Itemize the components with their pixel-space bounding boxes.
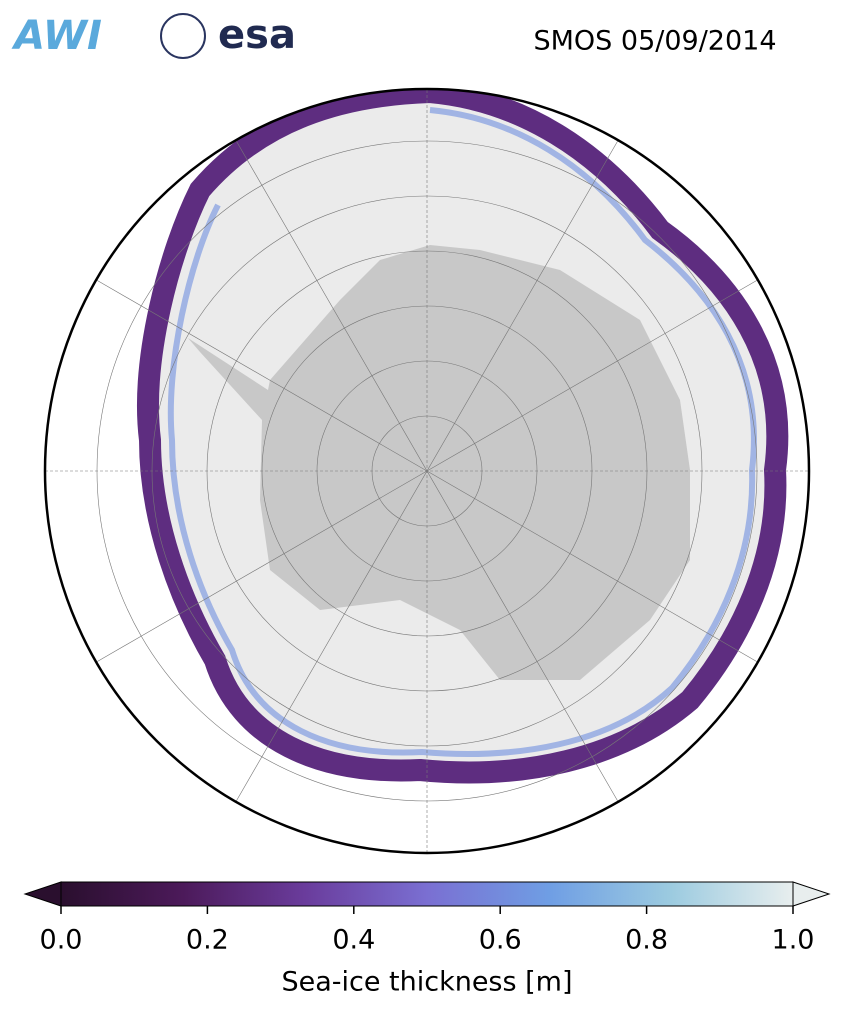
map <box>45 89 809 853</box>
graticule <box>45 89 809 853</box>
colorbar-tick-label: 0.6 <box>479 925 522 956</box>
colorbar-ramp <box>60 881 794 907</box>
colorbar-tick-label: 0.2 <box>186 925 229 956</box>
map-frame <box>43 87 811 855</box>
colorbar <box>23 881 831 914</box>
esa-logo: esa <box>218 12 296 58</box>
colorbar-tick-label: 0.0 <box>40 925 83 956</box>
antarctica <box>188 245 690 680</box>
colorbar-tick-label: 1.0 <box>772 925 815 956</box>
colorbar-extend-high <box>792 881 831 907</box>
esa-emblem <box>160 13 206 59</box>
colorbar-tick-label: 0.4 <box>332 925 375 956</box>
colorbar-label: Sea-ice thickness [m] <box>281 967 572 998</box>
colorbar-tick-label: 0.8 <box>625 925 668 956</box>
map-title: SMOS 05/09/2014 <box>533 26 776 57</box>
ice-edge <box>167 107 757 757</box>
awi-logo: AWI <box>11 13 102 59</box>
colorbar-extend-low <box>23 881 62 907</box>
